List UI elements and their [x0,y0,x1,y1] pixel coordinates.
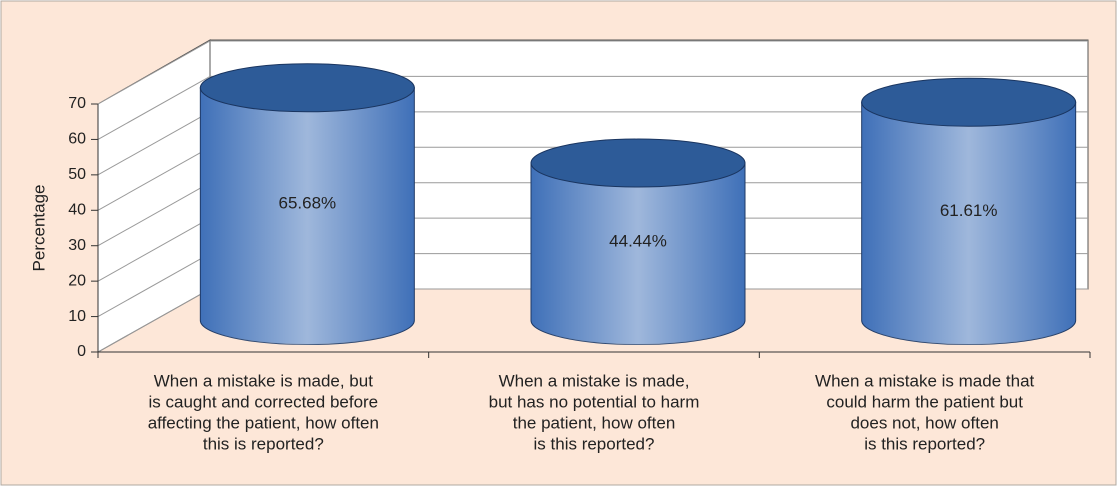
x-tick-label: but has no potential to harm [489,392,700,411]
x-tick-label: could harm the patient but [826,392,1023,411]
y-tick-label: 30 [68,237,86,254]
x-tick-label: this is reported? [203,434,324,453]
bars: 65.68% 44.44% 61.61% [199,63,1077,345]
x-tick-label: the patient, how often [513,413,676,432]
bar-top [530,138,746,188]
value-label: 44.44% [609,231,667,250]
x-tick-label: When a mistake is made, [499,371,690,390]
x-tick-label: affecting the patient, how often [148,413,379,432]
bar-top [861,77,1077,127]
grid-line [97,111,211,176]
bar-shine [861,102,1076,345]
grid-line [97,288,211,353]
y-tick-label: 0 [77,343,86,360]
y-axis-label: Percentage [29,185,48,272]
x-tick-label: When a mistake is made that [815,371,1034,390]
grid-line [97,40,211,105]
y-tick-label: 10 [68,308,86,325]
y-tick-label: 60 [68,131,86,148]
grid-line [97,253,211,318]
x-tick-label: does not, how often [850,413,998,432]
value-label: 65.68% [278,194,336,213]
y-tick-label: 70 [68,95,86,112]
bar-top [199,63,415,113]
x-tick-label: is this reported? [534,434,655,453]
grid-line [97,182,211,247]
grid-line [97,217,211,282]
grid-line [97,146,211,211]
value-label: 61.61% [940,201,998,220]
y-tick-label: 40 [68,202,86,219]
x-tick-label: is caught and corrected before [149,392,379,411]
x-tick-label: is this reported? [864,434,985,453]
bar-shine [200,87,415,345]
y-tick-label: 20 [68,272,86,289]
grid-line [97,75,211,140]
y-tick-label: 50 [68,166,86,183]
x-tick-label: When a mistake is made, but [154,371,373,390]
bar-shine [531,163,745,345]
